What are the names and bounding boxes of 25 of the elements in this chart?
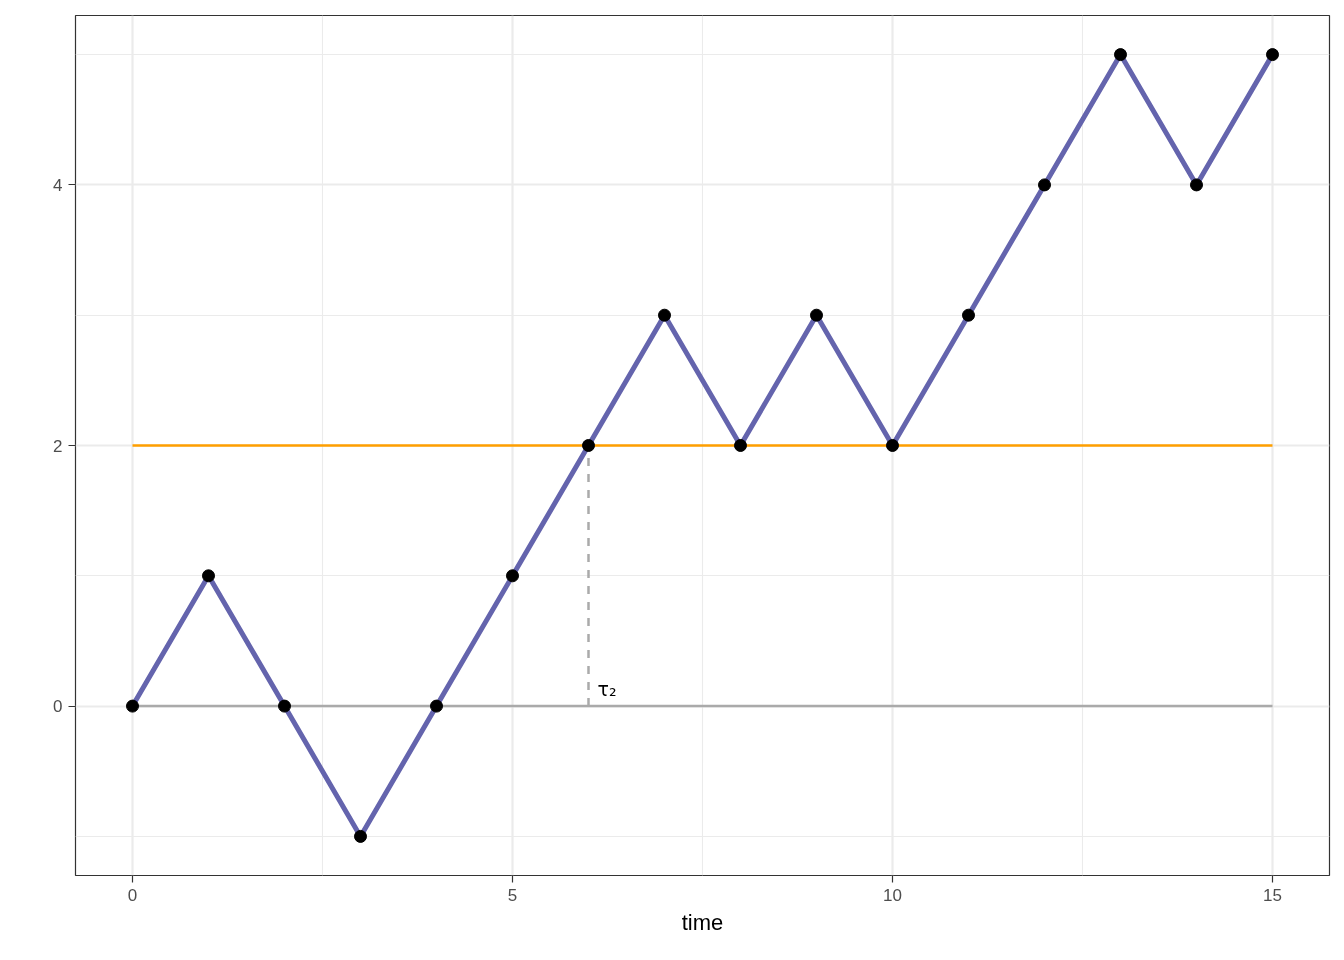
x-tick-label: 10 [883,885,902,905]
point [962,308,975,322]
point [658,308,671,322]
point [430,699,443,713]
x-tick-label: 0 [127,885,138,905]
y-tick-label: 4 [53,175,63,195]
x-tick-label: 5 [507,885,518,905]
point [126,699,139,713]
point [810,308,823,322]
point [1266,48,1279,62]
point [354,829,367,843]
point [734,439,747,452]
point [886,439,899,452]
point [1114,48,1127,62]
y-tick-label: 2 [53,436,63,456]
point [202,569,215,583]
point [506,569,519,583]
x-axis-title: time [681,909,724,935]
point [1190,178,1203,192]
point [1038,178,1051,192]
annotation: τ₂ [597,678,617,701]
point [278,699,291,713]
x-tick-label: 15 [1263,885,1282,905]
y-tick-label: 0 [53,697,63,717]
point [582,439,595,452]
